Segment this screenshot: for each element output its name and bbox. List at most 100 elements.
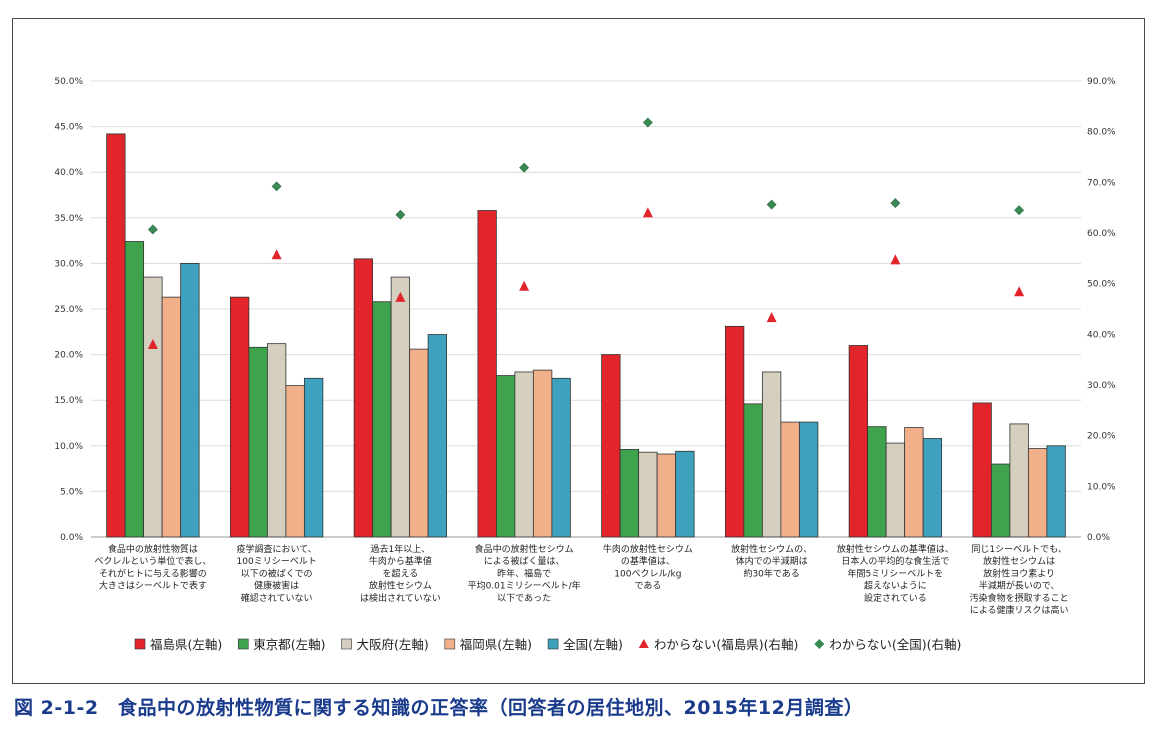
chart-frame: 0.0% 5.0% 10.0% 15.0% 20.0% 25.0% 30.0% 35.0% 40…	[12, 18, 1145, 684]
diamond-marker	[271, 181, 282, 192]
category-label: 健康被害は	[254, 580, 299, 592]
right-tick-label: 70.0%	[1087, 178, 1116, 188]
bar	[285, 385, 305, 538]
bar	[495, 375, 516, 538]
bar	[409, 348, 429, 538]
category-label: 昨年、福島で	[497, 567, 551, 579]
bar	[724, 325, 745, 538]
category-label: 同じ1シーベルトでも、	[971, 544, 1066, 555]
legend-swatch	[444, 638, 456, 650]
legend-swatch	[547, 638, 559, 650]
bar	[229, 296, 250, 538]
triangle-marker	[395, 291, 406, 302]
legend-label: 福岡県(左軸)	[460, 637, 532, 652]
category-label: 100ミリシーベルト	[237, 557, 317, 567]
left-tick-label: 10.0%	[54, 442, 83, 452]
diamond-marker	[147, 224, 158, 235]
bar	[743, 403, 763, 538]
bar	[1009, 423, 1029, 538]
bar	[477, 210, 497, 538]
legend-swatch	[237, 638, 249, 650]
bar	[532, 369, 553, 538]
category-label: それがヒトに与える影響の	[99, 567, 207, 579]
bar	[1027, 448, 1048, 538]
diamond-marker	[519, 162, 530, 173]
bar	[780, 421, 800, 538]
triangle-marker	[271, 249, 282, 260]
right-tick-label: 0.0%	[1087, 533, 1110, 543]
bar	[761, 371, 782, 538]
left-tick-label: 35.0%	[54, 214, 83, 224]
left-tick-label: 50.0%	[54, 77, 83, 87]
category-label: 約30年である	[743, 567, 799, 579]
category-label: 過去1年以上、	[371, 543, 431, 555]
category-label: 放射性セシウムは	[983, 555, 1055, 567]
legend-label: 全国(左軸)	[563, 637, 623, 652]
category-label: 確認されていない	[241, 592, 313, 604]
bar	[848, 345, 869, 538]
bar	[303, 377, 324, 538]
legend-swatch	[341, 638, 352, 650]
diamond-marker	[395, 209, 406, 220]
triangle-marker	[642, 207, 653, 218]
legend-triangle-icon	[638, 639, 649, 648]
category-label: 汚染食物を摂取すること	[970, 592, 1069, 604]
bar	[161, 296, 182, 538]
bar	[180, 262, 200, 538]
legend-label: 大阪府(左軸)	[357, 637, 429, 652]
bar	[106, 133, 126, 538]
triangle-marker	[890, 254, 901, 265]
bar	[372, 301, 392, 538]
legend-label: わからない(全国)(右軸)	[829, 637, 961, 652]
category-label: 大きさはシーベルトで表す	[99, 580, 207, 592]
category-label: 疫学調査において、	[236, 543, 316, 555]
category-label: 100ベクレル/kg	[614, 568, 681, 579]
left-tick-label: 40.0%	[54, 168, 83, 178]
diamond-marker	[642, 117, 653, 128]
right-tick-label: 90.0%	[1087, 77, 1116, 87]
category-label: 放射性セシウムの基準値は、	[837, 543, 954, 555]
bar	[867, 426, 887, 538]
bar	[514, 371, 534, 538]
legend-swatch	[134, 638, 146, 650]
category-label: 牛肉から基準値	[369, 555, 432, 567]
category-label: 日本人の平均的な食生活で	[841, 555, 949, 567]
right-tick-label: 50.0%	[1087, 280, 1116, 290]
legend-diamond-icon	[814, 639, 825, 649]
category-label: 体内での半減期は	[736, 555, 808, 567]
category-label: 放射性セシウムの、	[731, 543, 812, 555]
bar	[904, 427, 924, 538]
category-label: 以下であった	[497, 593, 551, 604]
category-label: 牛肉の放射性セシウム	[603, 543, 693, 555]
bar	[990, 463, 1011, 538]
bar	[124, 241, 145, 538]
category-label: 年間5ミリシーベルトを	[848, 567, 944, 579]
right-tick-label: 80.0%	[1087, 128, 1116, 138]
bar	[248, 346, 268, 538]
diamond-marker	[1014, 205, 1025, 216]
bar	[885, 442, 906, 538]
category-label: の基準値は、	[621, 555, 675, 567]
category-label: による被ばく量は、	[484, 555, 565, 567]
legend-label: わからない(福島県)(右軸)	[654, 637, 799, 652]
figure-caption: 図 2-1-2 食品中の放射性物質に関する知識の正答率（回答者の居住地別、201…	[14, 697, 864, 719]
category-label: 平均0.01ミリシーベルト/年	[468, 580, 581, 592]
category-label: 食品中の放射性セシウム	[475, 543, 574, 555]
right-tick-label: 60.0%	[1087, 229, 1116, 239]
left-tick-label: 15.0%	[54, 396, 83, 406]
left-tick-label: 25.0%	[54, 305, 83, 315]
left-tick-label: 30.0%	[54, 259, 83, 269]
triangle-marker	[766, 312, 777, 323]
right-tick-label: 10.0%	[1087, 482, 1116, 492]
left-tick-label: 0.0%	[60, 533, 83, 543]
bar	[972, 402, 992, 538]
diamond-marker	[890, 198, 901, 209]
bar	[798, 421, 819, 538]
right-tick-label: 30.0%	[1087, 381, 1116, 391]
diamond-marker	[766, 199, 777, 210]
category-label: 半減期が長いので、	[979, 580, 1060, 592]
triangle-marker	[1014, 286, 1025, 297]
right-tick-label: 20.0%	[1087, 432, 1116, 442]
category-label: 超えないように	[864, 580, 927, 592]
bar	[1046, 445, 1066, 538]
